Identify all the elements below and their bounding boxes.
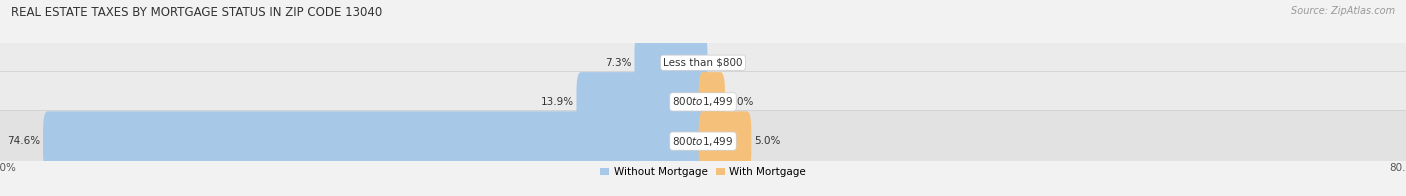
FancyBboxPatch shape: [0, 32, 1406, 93]
FancyBboxPatch shape: [0, 111, 1406, 172]
FancyBboxPatch shape: [0, 71, 1406, 132]
Text: 74.6%: 74.6%: [7, 136, 41, 146]
FancyBboxPatch shape: [699, 111, 751, 171]
FancyBboxPatch shape: [44, 111, 707, 171]
Text: 5.0%: 5.0%: [754, 136, 780, 146]
Text: Source: ZipAtlas.com: Source: ZipAtlas.com: [1291, 6, 1395, 16]
Text: 13.9%: 13.9%: [541, 97, 574, 107]
Text: Less than $800: Less than $800: [664, 58, 742, 68]
Text: 2.0%: 2.0%: [728, 97, 754, 107]
Text: 7.3%: 7.3%: [606, 58, 631, 68]
FancyBboxPatch shape: [576, 72, 707, 132]
Text: $800 to $1,499: $800 to $1,499: [672, 95, 734, 108]
Text: 0.0%: 0.0%: [710, 58, 737, 68]
FancyBboxPatch shape: [634, 33, 707, 93]
FancyBboxPatch shape: [699, 72, 725, 132]
Legend: Without Mortgage, With Mortgage: Without Mortgage, With Mortgage: [596, 163, 810, 181]
Text: REAL ESTATE TAXES BY MORTGAGE STATUS IN ZIP CODE 13040: REAL ESTATE TAXES BY MORTGAGE STATUS IN …: [11, 6, 382, 19]
Text: $800 to $1,499: $800 to $1,499: [672, 135, 734, 148]
